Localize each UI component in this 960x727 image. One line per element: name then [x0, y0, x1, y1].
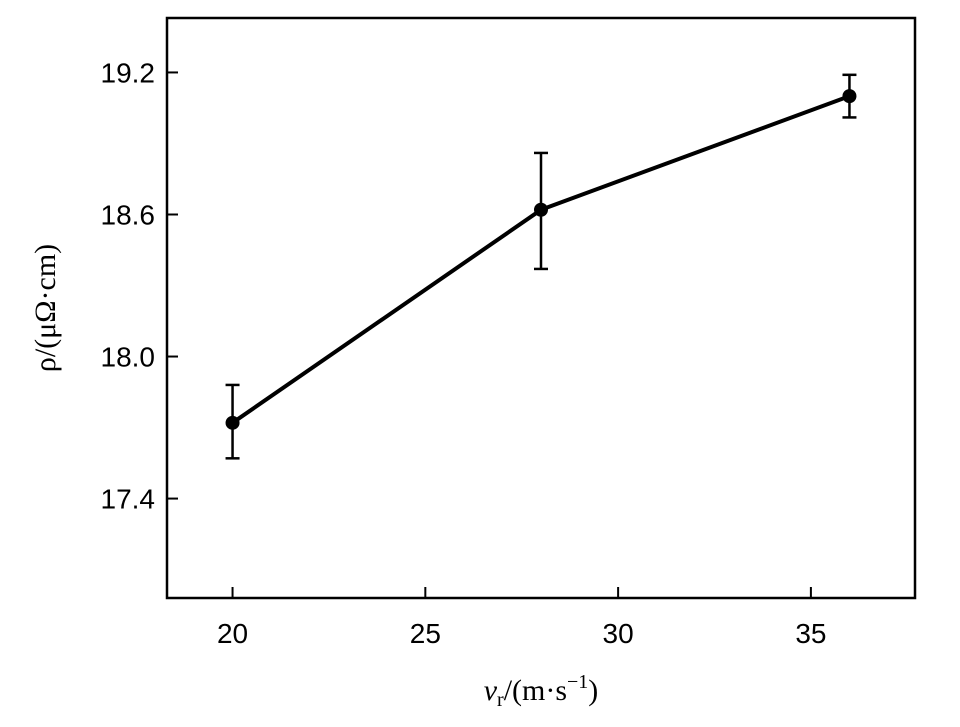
data-point — [534, 202, 548, 217]
x-axis-exponent: −1 — [567, 671, 588, 693]
x-tick-label: 30 — [603, 618, 634, 649]
y-tick-label: 18.0 — [101, 342, 156, 373]
y-tick-label: 19.2 — [101, 57, 156, 88]
x-axis-close: ) — [588, 674, 598, 707]
data-point — [842, 89, 857, 104]
y-axis-ticks: 17.4 18.0 18.6 19.2 — [101, 57, 178, 515]
y-tick-label: 17.4 — [101, 484, 156, 515]
plot-frame — [165, 16, 917, 600]
x-axis-subscript: r — [497, 689, 504, 711]
x-tick-label: 35 — [795, 618, 826, 649]
x-axis-label: vr/(m·s−1) — [484, 671, 599, 711]
y-tick-label: 18.6 — [101, 199, 156, 230]
x-axis-ticks: 20 25 30 35 — [217, 587, 826, 649]
series-layer — [225, 73, 857, 460]
x-axis-unit: /(m·s — [504, 674, 567, 707]
x-tick-label: 25 — [410, 618, 441, 649]
y-axis-label: ρ/(μΩ·cm) — [29, 244, 62, 372]
data-point — [225, 415, 240, 430]
x-tick-label: 20 — [217, 618, 248, 649]
x-axis-symbol: v — [484, 674, 498, 707]
